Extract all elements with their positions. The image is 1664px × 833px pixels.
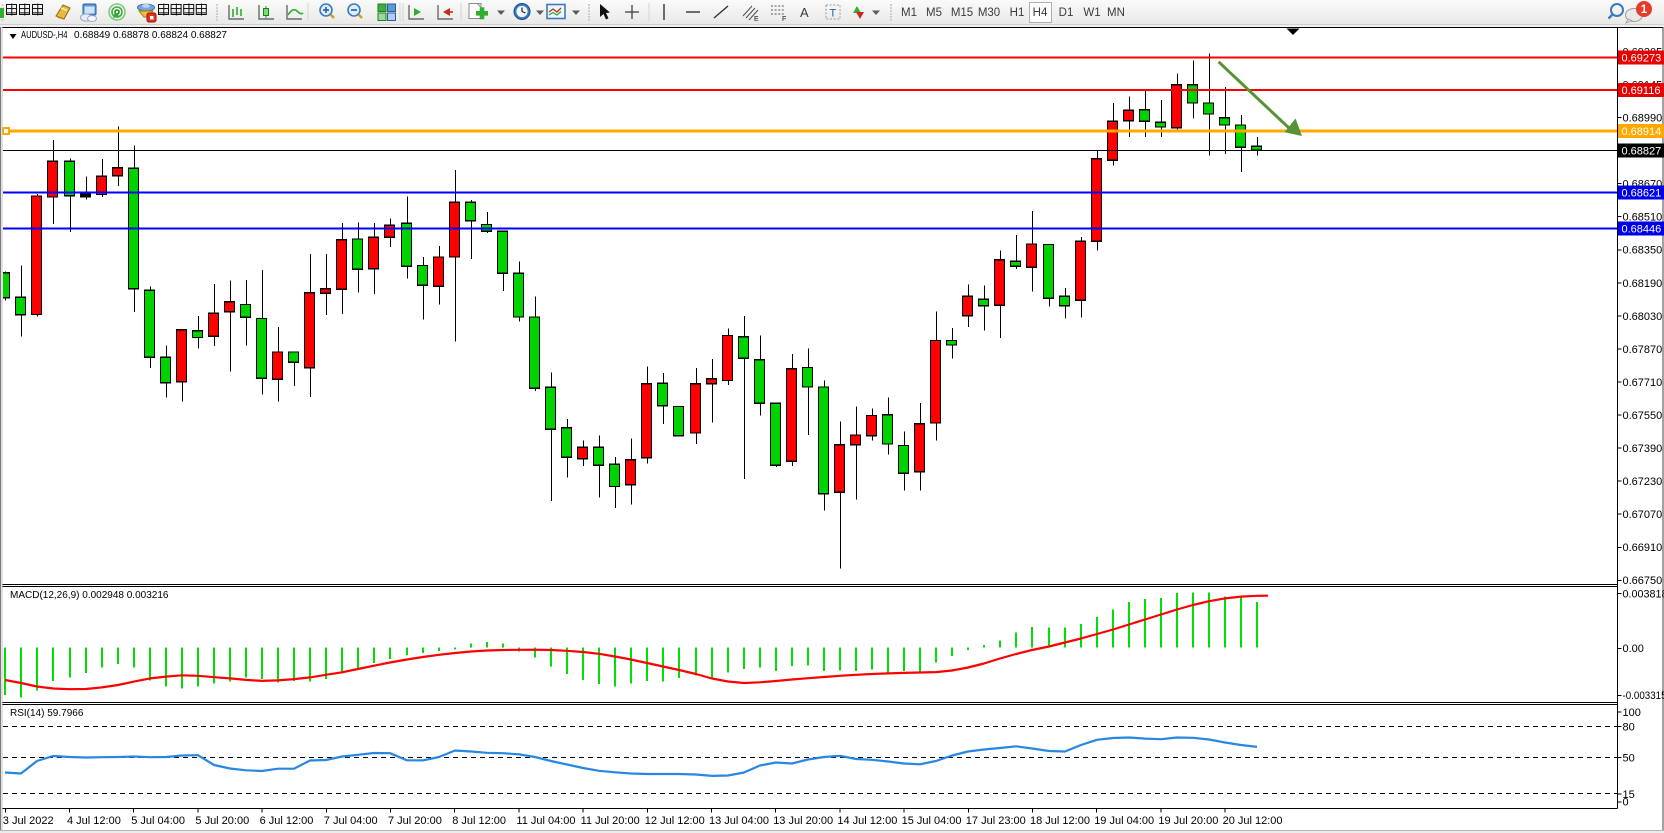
- svg-text:0.67070: 0.67070: [1623, 509, 1663, 521]
- svg-text:20 Jul 12:00: 20 Jul 12:00: [1223, 815, 1283, 827]
- svg-text:0.67230: 0.67230: [1623, 476, 1663, 488]
- svg-text:0.68827: 0.68827: [1622, 146, 1662, 158]
- svg-text:0.68914: 0.68914: [1622, 126, 1662, 138]
- svg-text:50: 50: [1623, 753, 1635, 765]
- svg-text:7 Jul 20:00: 7 Jul 20:00: [388, 815, 442, 827]
- svg-text:0.66750: 0.66750: [1623, 575, 1663, 587]
- svg-text:3 Jul 2022: 3 Jul 2022: [3, 815, 54, 827]
- svg-text:-0.003315: -0.003315: [1623, 690, 1664, 702]
- svg-text:0.67870: 0.67870: [1623, 344, 1663, 356]
- svg-text:W1: W1: [1083, 7, 1100, 19]
- svg-text:0.67550: 0.67550: [1623, 410, 1663, 422]
- svg-text:0.68990: 0.68990: [1623, 113, 1663, 125]
- svg-text:0.68190: 0.68190: [1623, 278, 1663, 290]
- svg-text:0.68621: 0.68621: [1622, 188, 1662, 200]
- svg-text:0.67710: 0.67710: [1623, 377, 1663, 389]
- svg-text:11 Jul 04:00: 11 Jul 04:00: [516, 815, 575, 827]
- svg-text:0.69116: 0.69116: [1622, 85, 1661, 97]
- svg-text:4 Jul 12:00: 4 Jul 12:00: [67, 815, 121, 827]
- svg-text:0.69273: 0.69273: [1622, 53, 1662, 65]
- svg-text:0.68350: 0.68350: [1623, 245, 1663, 257]
- svg-text:0: 0: [1623, 797, 1629, 809]
- svg-text:5 Jul 20:00: 5 Jul 20:00: [195, 815, 249, 827]
- svg-text:E: E: [754, 16, 759, 23]
- svg-text:AUDUSD-,H4: AUDUSD-,H4: [21, 30, 68, 41]
- svg-text:11 Jul 20:00: 11 Jul 20:00: [581, 815, 640, 827]
- svg-text:14 Jul 12:00: 14 Jul 12:00: [837, 815, 897, 827]
- svg-text:0.003818: 0.003818: [1623, 589, 1664, 601]
- svg-text:0.68446: 0.68446: [1622, 224, 1662, 236]
- svg-text:5 Jul 04:00: 5 Jul 04:00: [131, 815, 185, 827]
- svg-text:H1: H1: [1010, 7, 1025, 19]
- svg-text:D1: D1: [1059, 7, 1074, 19]
- svg-text:T: T: [830, 8, 837, 20]
- svg-text:M5: M5: [926, 7, 942, 19]
- svg-text:100: 100: [1623, 707, 1641, 719]
- svg-text:MACD(12,26,9) 0.002948 0.00321: MACD(12,26,9) 0.002948 0.003216: [10, 590, 169, 601]
- svg-text:19 Jul 04:00: 19 Jul 04:00: [1094, 815, 1154, 827]
- svg-text:M30: M30: [978, 7, 1000, 19]
- svg-text:6 Jul 12:00: 6 Jul 12:00: [260, 815, 314, 827]
- svg-text:A: A: [800, 5, 809, 20]
- svg-text:0.66910: 0.66910: [1623, 542, 1663, 554]
- svg-text:13 Jul 20:00: 13 Jul 20:00: [773, 815, 833, 827]
- svg-text:15 Jul 04:00: 15 Jul 04:00: [902, 815, 962, 827]
- svg-text:0.00: 0.00: [1623, 643, 1644, 655]
- svg-text:17 Jul 23:00: 17 Jul 23:00: [966, 815, 1026, 827]
- svg-text:M15: M15: [951, 7, 973, 19]
- svg-text:RSI(14) 59.7966: RSI(14) 59.7966: [10, 708, 84, 719]
- svg-text:12 Jul 12:00: 12 Jul 12:00: [645, 815, 705, 827]
- svg-text:H4: H4: [1033, 7, 1048, 19]
- svg-text:13 Jul 04:00: 13 Jul 04:00: [709, 815, 769, 827]
- svg-text:80: 80: [1623, 722, 1635, 734]
- svg-text:0.68510: 0.68510: [1623, 212, 1663, 224]
- svg-text:F: F: [782, 16, 786, 23]
- svg-text:M1: M1: [901, 7, 917, 19]
- svg-text:8 Jul 12:00: 8 Jul 12:00: [452, 815, 506, 827]
- svg-text:0.67390: 0.67390: [1623, 443, 1663, 455]
- svg-text:15: 15: [1623, 789, 1635, 801]
- svg-text:19 Jul 20:00: 19 Jul 20:00: [1158, 815, 1218, 827]
- svg-text:0.68030: 0.68030: [1623, 311, 1663, 323]
- svg-text:0.68849 0.68878 0.68824 0.6882: 0.68849 0.68878 0.68824 0.68827: [74, 30, 227, 41]
- svg-text:7 Jul 04:00: 7 Jul 04:00: [324, 815, 378, 827]
- svg-text:18 Jul 12:00: 18 Jul 12:00: [1030, 815, 1090, 827]
- svg-text:1: 1: [1641, 4, 1648, 16]
- svg-text:MN: MN: [1107, 7, 1125, 19]
